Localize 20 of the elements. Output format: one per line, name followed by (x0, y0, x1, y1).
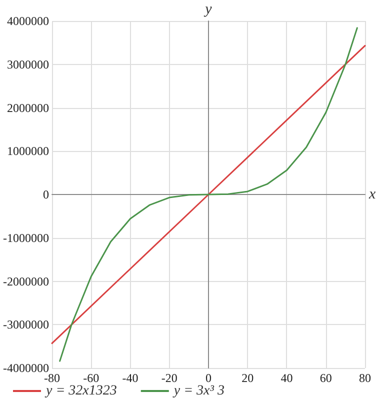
y-tick-label: 2000000 (6, 100, 49, 115)
y-tick-label: 0 (42, 188, 49, 202)
y-tick-label: -1000000 (2, 230, 49, 245)
y-axis-title: y (203, 2, 212, 18)
legend-label: y = 3x³ 3 (172, 384, 224, 398)
y-tick-label: 3000000 (6, 57, 49, 72)
y-tick-label: -2000000 (2, 274, 49, 288)
x-tick-label: -40 (122, 371, 138, 385)
x-tick-label: 60 (320, 371, 332, 385)
x-tick-label: 20 (242, 371, 254, 385)
x-axis-title: x (368, 186, 376, 202)
y-tick-label: 1000000 (6, 144, 49, 158)
legend-label: y = 32x1323 (44, 384, 117, 398)
y-tick-label: 4000000 (6, 14, 49, 28)
x-tick-label: 80 (359, 371, 371, 385)
y-tick-label: -3000000 (2, 318, 49, 332)
x-tick-label: 0 (206, 371, 212, 385)
x-tick-label: -20 (161, 371, 178, 385)
x-tick-label: -60 (83, 371, 100, 385)
x-tick-label: 40 (280, 371, 293, 385)
